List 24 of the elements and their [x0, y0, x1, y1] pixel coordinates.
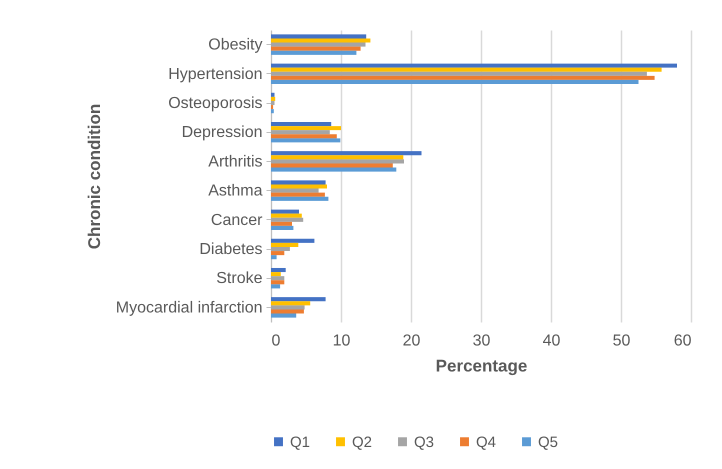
- x-tick-label: 20: [402, 332, 420, 350]
- y-axis-title: Chronic condition: [84, 104, 104, 250]
- x-tick-label: 40: [542, 332, 560, 350]
- y-tick-label: Arthritis: [208, 153, 262, 170]
- legend-label: Q3: [414, 434, 434, 451]
- y-tick-label: Myocardial infarction: [116, 299, 262, 316]
- y-tick-label: Asthma: [208, 182, 263, 200]
- x-tick-label: 60: [674, 332, 692, 350]
- y-tick-label: Osteoporosis: [168, 95, 262, 112]
- legend-label: Q2: [352, 434, 372, 451]
- legend-label: Q1: [290, 434, 310, 451]
- y-tick-label: Depression: [182, 124, 262, 142]
- y-tick-label: Obesity: [208, 36, 262, 54]
- y-tick-label: Hypertension: [168, 66, 262, 83]
- x-tick-label: 0: [272, 332, 280, 350]
- legend-label: Q5: [538, 434, 558, 451]
- legend-label: Q4: [476, 434, 496, 451]
- y-tick-label: Stroke: [216, 270, 263, 288]
- x-tick-label: 10: [332, 332, 350, 350]
- x-tick-label: 30: [472, 332, 490, 350]
- x-axis-title: Percentage: [436, 356, 528, 376]
- x-tick-label: 50: [612, 332, 630, 350]
- y-tick-label: Diabetes: [199, 241, 262, 258]
- y-tick-label: Cancer: [210, 212, 264, 229]
